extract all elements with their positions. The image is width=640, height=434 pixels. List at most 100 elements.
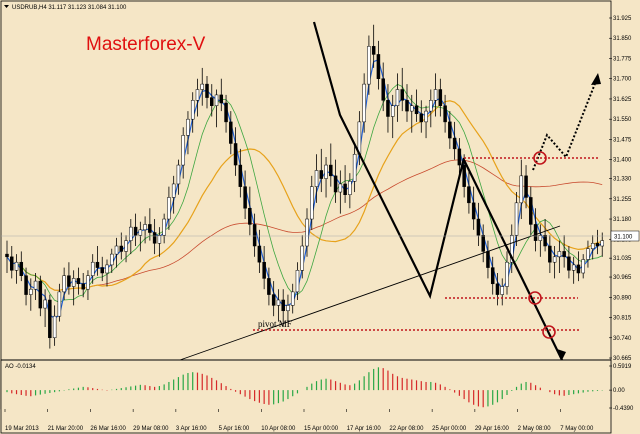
candle-body [290, 291, 295, 306]
y-tick-label: 31.625 [613, 97, 632, 103]
candle-body [238, 164, 243, 187]
candle-body [214, 94, 219, 106]
candle-body [19, 261, 24, 276]
y-tick-label: 30.665 [613, 356, 632, 362]
candle-body [571, 264, 576, 271]
candle-body [481, 234, 485, 252]
candle-body [510, 234, 514, 263]
candle-body [186, 118, 190, 136]
symbol-line: USDRUB,H4 31.117 31.123 31.084 31.100 [12, 5, 127, 11]
candle-body [514, 202, 519, 236]
candle-body [329, 164, 333, 177]
candle-body [229, 121, 233, 144]
candle-body [395, 89, 400, 106]
candle-body [276, 299, 281, 306]
candle-body [219, 94, 224, 104]
candle-body [152, 232, 157, 244]
x-tick-label: 21 Mar 20:00 [48, 426, 84, 432]
candle-body [43, 299, 47, 309]
candle-body [352, 154, 357, 182]
candle-body [486, 251, 490, 268]
candle-body [376, 54, 381, 79]
candle-body [100, 267, 104, 274]
candle-body [305, 218, 309, 247]
candle-body [48, 299, 52, 339]
red-levels [253, 151, 600, 339]
candle-body [233, 143, 238, 166]
candle-body [310, 186, 314, 220]
candle-body [505, 261, 509, 287]
candle-body [386, 100, 390, 117]
projected-arrow-up [591, 73, 601, 85]
candle-body [162, 218, 166, 236]
candle-body [210, 97, 214, 106]
candle-body [500, 286, 504, 295]
candle-body [443, 105, 447, 123]
y-tick-label: 31.400 [613, 158, 632, 164]
candle-body [533, 224, 538, 241]
candle-body [429, 100, 433, 112]
candle-body [343, 183, 347, 195]
x-tick-label: 22 Apr 08:00 [389, 426, 424, 432]
x-tick-label: 17 Apr 16:00 [347, 426, 382, 432]
candle-body [462, 164, 466, 187]
candle-body [524, 175, 528, 198]
candle-body [410, 105, 414, 112]
symbol-dropdown-icon[interactable] [4, 5, 9, 8]
candle-body [224, 102, 228, 123]
x-tick-label: 19 Mar 2013 [5, 426, 39, 432]
candle-body [200, 83, 204, 90]
candle-body [243, 186, 247, 209]
ma-long-line [6, 159, 603, 291]
candle-body [157, 234, 162, 244]
candle-body [600, 240, 604, 247]
candle-body [371, 46, 376, 55]
candle-body [457, 148, 462, 166]
ao-tick-label: 0.00 [613, 388, 625, 394]
wave-arrow-down [557, 349, 566, 360]
current-price-tag [610, 230, 640, 242]
candle-body [319, 170, 324, 179]
candle-body [33, 280, 38, 290]
y-axis: 31.925 31.850 31.775 31.700 31.625 31.550 31.4… [609, 16, 632, 362]
candle-body [548, 245, 552, 263]
candle-body [576, 264, 581, 274]
ma-mid-line [6, 83, 603, 303]
candle-body [5, 253, 9, 258]
header: USDRUB,H4 31.117 31.123 31.084 31.100 [4, 5, 127, 11]
candle-body [300, 245, 304, 271]
candle-body [338, 183, 343, 193]
candle-body [452, 137, 457, 150]
candle-body [167, 197, 171, 220]
candle-body [529, 197, 533, 225]
candle-body [38, 280, 43, 309]
y-tick-label: 31.035 [613, 256, 632, 262]
y-tick-label: 31.775 [613, 56, 632, 62]
candle-body [271, 294, 276, 306]
candle-body [567, 256, 571, 271]
candle-body [90, 261, 95, 276]
pivot-label: pivot MF [258, 319, 292, 329]
candle-body [252, 224, 257, 247]
candle-body [490, 267, 495, 285]
y-tick-label: 31.255 [613, 197, 632, 203]
candle-body [324, 164, 328, 179]
candle-body [29, 288, 33, 295]
x-tick-label: 29 Mar 08:00 [133, 426, 169, 432]
candle-body [133, 226, 138, 236]
x-tick-label: 25 Apr 00:00 [432, 426, 467, 432]
candle-body [581, 259, 585, 274]
y-tick-label: 31.330 [613, 177, 632, 183]
y-tick-label: 31.550 [613, 117, 632, 123]
candle-body [195, 89, 200, 101]
x-tick-label: 2 May 08:00 [518, 426, 552, 432]
candle-body [76, 278, 81, 285]
candle-body [476, 218, 481, 236]
candle-body [362, 83, 366, 123]
candle-body [114, 245, 119, 255]
ao-title: AO -0.0134 [5, 364, 36, 370]
brand-label: Masterforex-V [86, 34, 206, 55]
ao-histogram [6, 367, 603, 408]
